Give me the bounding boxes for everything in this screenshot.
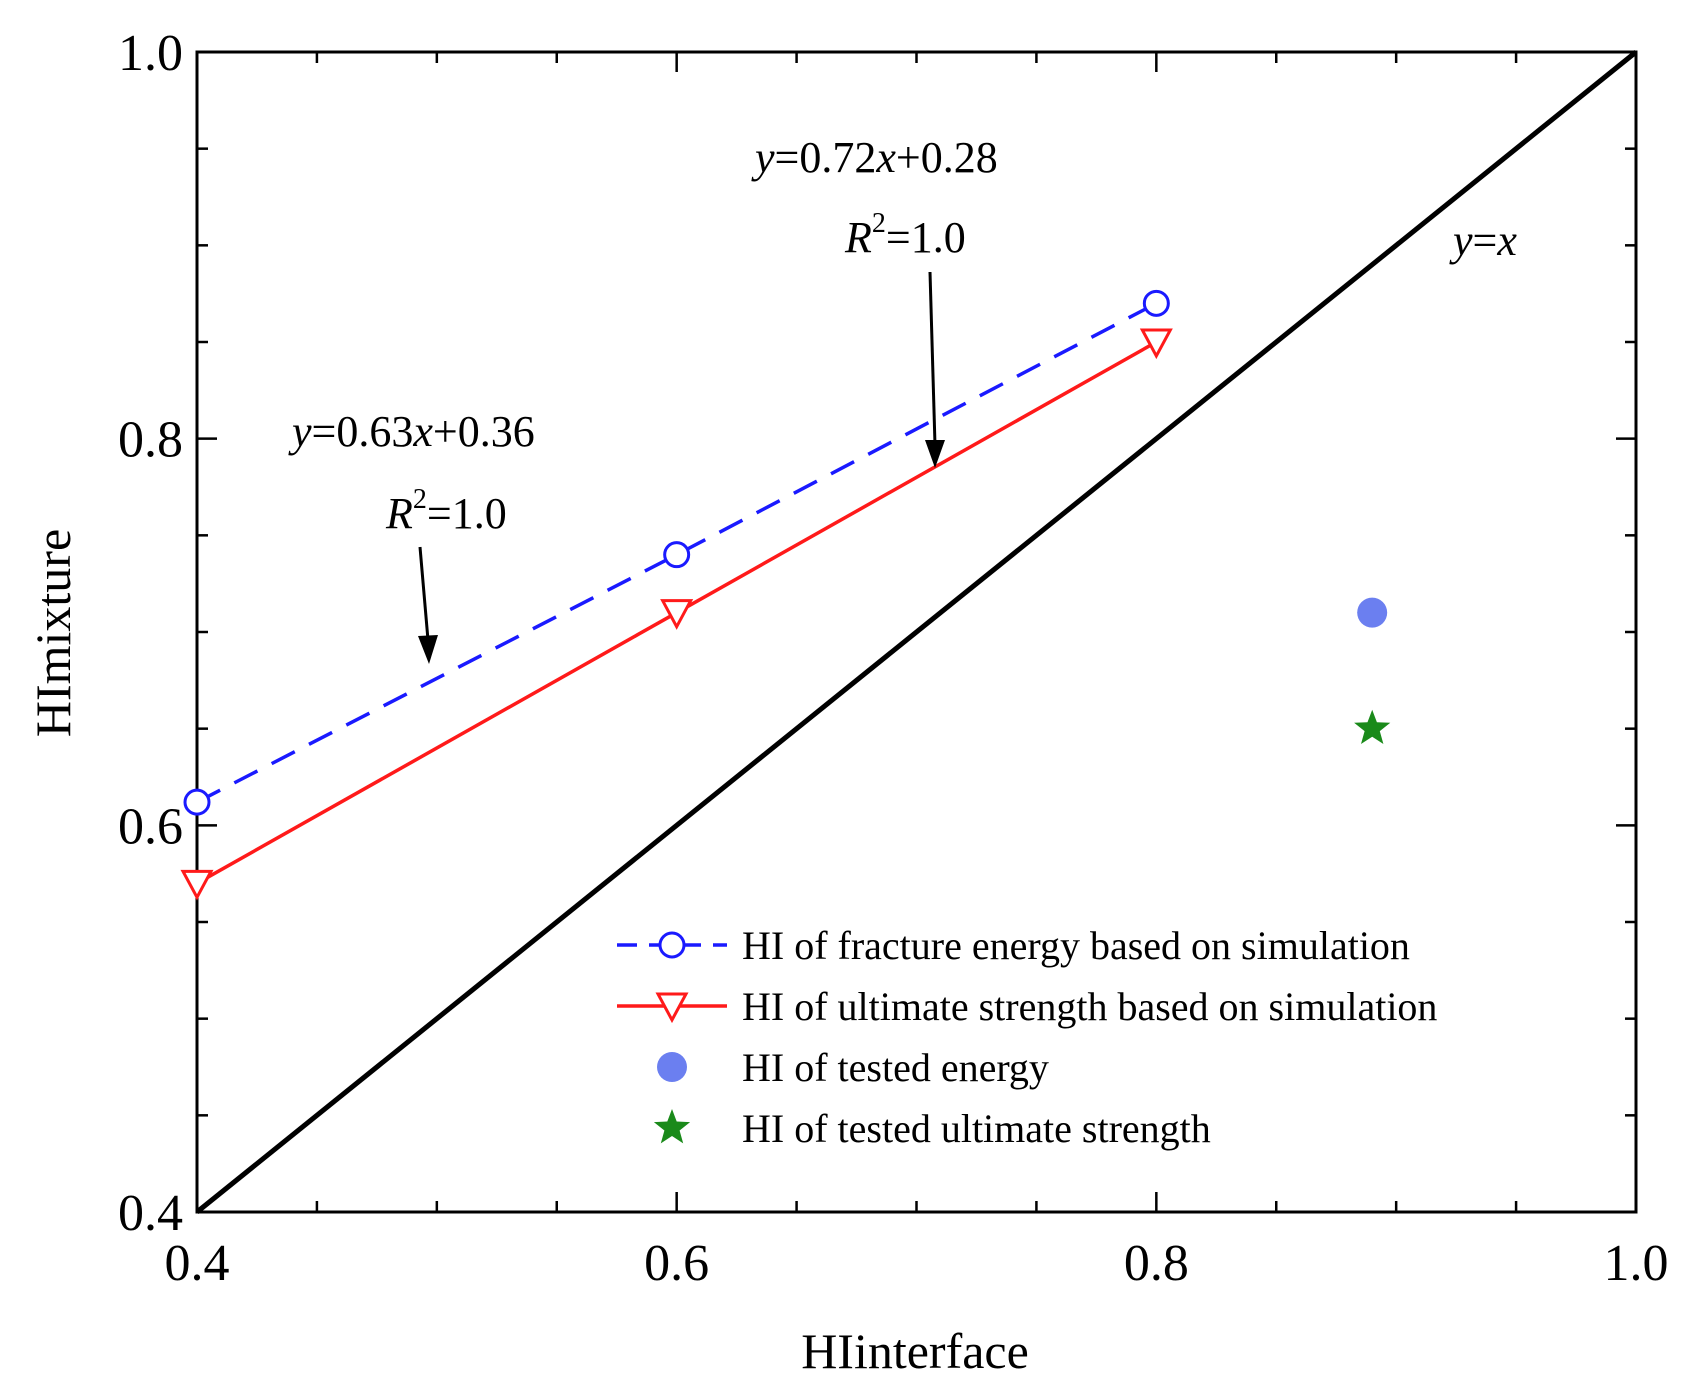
point-fracture-energy xyxy=(663,541,691,569)
x-axis-title: HIinterface xyxy=(801,1323,1029,1379)
x-tick-label: 0.8 xyxy=(1124,1235,1189,1292)
legend-label: HI of tested energy xyxy=(742,1045,1049,1090)
eq-lower-coef: =0.63 xyxy=(312,407,414,456)
r2-upper-r: R xyxy=(844,213,872,262)
annotation-arrow-upper xyxy=(928,271,937,446)
eq-lower-x: x xyxy=(412,407,433,456)
legend-label: HI of tested ultimate strength xyxy=(742,1106,1211,1151)
annotation-arrowhead-lower xyxy=(418,635,438,664)
series-line-fracture-energy xyxy=(196,301,1158,804)
x-tick-label: 0.6 xyxy=(644,1235,709,1292)
r2-lower-r: R xyxy=(385,489,413,538)
r2-lower-sup: 2 xyxy=(413,484,427,515)
point-tested-energy xyxy=(1357,597,1388,628)
y-tick-label: 0.6 xyxy=(118,798,183,855)
r2-upper-sup: 2 xyxy=(872,208,886,239)
yx-label-x: x xyxy=(1496,216,1517,265)
annotation-r2-lower: R2=1.0 xyxy=(385,484,507,538)
annotation-equation-upper: y=0.72x+0.28 xyxy=(751,133,998,182)
y-tick-label: 0.8 xyxy=(118,412,183,469)
axes-layer: 0.4 0.6 0.8 1.0 0.4 0.6 0.8 1.0 xyxy=(118,25,1669,1292)
legend: HI of fracture energy based on simulatio… xyxy=(617,923,1437,1151)
annotation-arrow-lower xyxy=(418,546,430,641)
x-tick-label: 0.4 xyxy=(165,1235,230,1292)
eq-upper-x: x xyxy=(875,133,896,182)
annotation-arrowhead-upper xyxy=(925,440,945,468)
legend-marker-tested-energy xyxy=(657,1052,687,1082)
legend-marker-tested-ultimate-strength xyxy=(653,1109,691,1144)
yx-label-eq: = xyxy=(1473,216,1498,265)
r2-upper-val: =1.0 xyxy=(886,213,966,262)
eq-upper-intercept: +0.28 xyxy=(896,133,998,182)
x-tick-label: 1.0 xyxy=(1604,1235,1669,1292)
r2-lower-val: =1.0 xyxy=(427,489,507,538)
data-layer xyxy=(180,50,1638,1214)
annotation-r2-upper: R2=1.0 xyxy=(844,208,966,262)
point-fracture-energy xyxy=(183,788,211,816)
y-axis-title: HImixture xyxy=(25,529,81,737)
legend-marker-fracture-energy xyxy=(658,931,686,959)
point-ultimate-strength xyxy=(1139,328,1173,360)
legend-label: HI of ultimate strength based on simulat… xyxy=(742,984,1437,1029)
eq-upper-y: y xyxy=(751,133,775,182)
legend-label: HI of fracture energy based on simulatio… xyxy=(742,923,1410,968)
series-line-yx xyxy=(195,50,1638,1214)
annotation-yx-label: y=x xyxy=(1449,216,1517,265)
annotation-layer: y=0.72x+0.28 R2=1.0 y=0.63x+0.36 R2=1.0 … xyxy=(288,133,1517,664)
point-ultimate-strength xyxy=(660,599,694,630)
point-fracture-energy xyxy=(1142,289,1170,317)
y-tick-label: 0.4 xyxy=(118,1185,183,1242)
point-tested-ultimate-strength xyxy=(1354,709,1391,744)
annotation-equation-lower: y=0.63x+0.36 xyxy=(288,407,535,456)
yx-label-y: y xyxy=(1449,216,1473,265)
text-layer: HIinterface HImixture xyxy=(25,529,1029,1379)
eq-upper-coef: =0.72 xyxy=(775,133,877,182)
eq-lower-y: y xyxy=(288,407,312,456)
eq-lower-intercept: +0.36 xyxy=(433,407,535,456)
y-tick-label: 1.0 xyxy=(118,25,183,82)
point-ultimate-strength xyxy=(180,869,214,901)
legend-marker-ultimate-strength xyxy=(655,992,689,1024)
